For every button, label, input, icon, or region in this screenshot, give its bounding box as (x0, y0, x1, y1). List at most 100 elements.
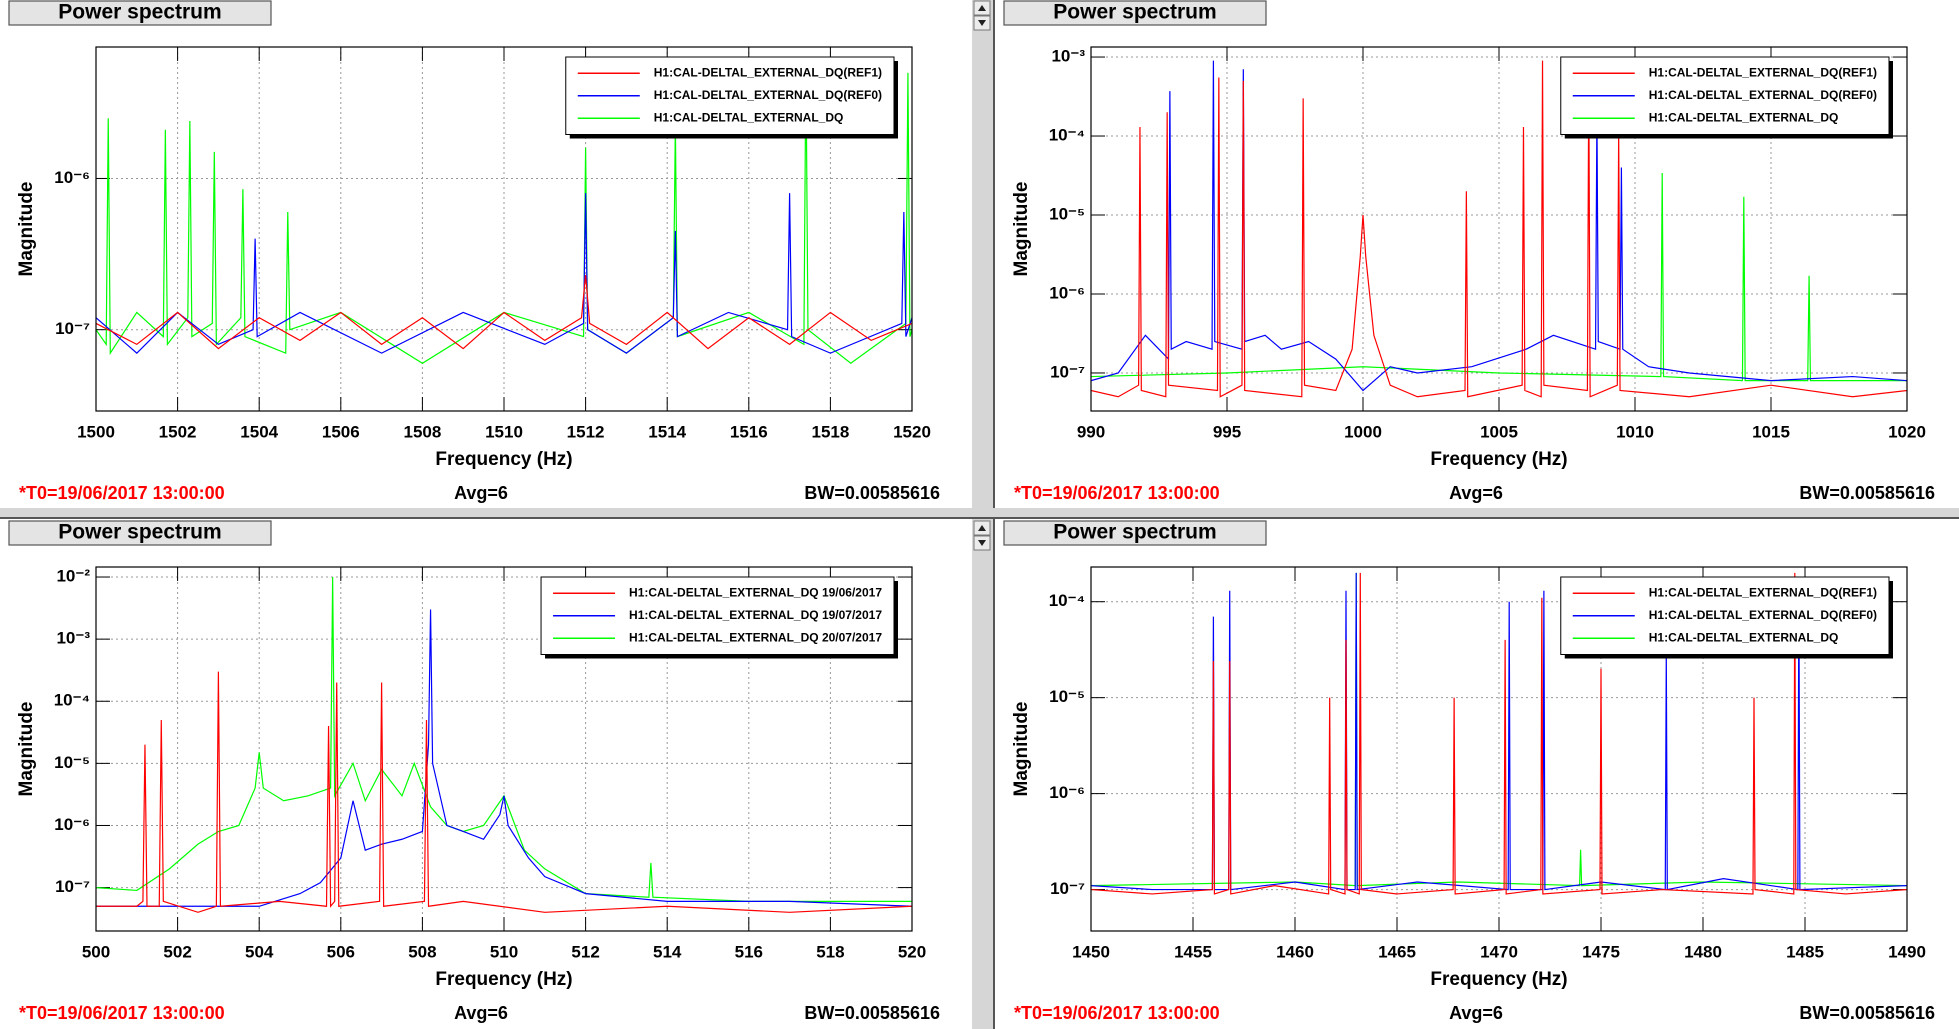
plot-frame (95, 46, 913, 412)
legend: H1:CAL-DELTAL_EXTERNAL_DQ(REF1) H1:CAL-DE… (565, 56, 898, 139)
x-tick-label: 1475 (1582, 942, 1620, 961)
y-tick-label: 10⁻⁶ (54, 168, 90, 187)
x-tick-label: 514 (653, 942, 682, 961)
series-line (96, 577, 912, 902)
series-line (96, 609, 912, 907)
x-tick-label: 1514 (648, 422, 686, 441)
legend-label: H1:CAL-DELTAL_EXTERNAL_DQ 20/07/2017 (629, 630, 882, 644)
chart-panel: Power spectrum 10⁻⁷ 10⁻⁶ 10⁻⁵ 10⁻⁴ 10⁻³ 10⁻² 50… (8, 520, 940, 1023)
y-tick-label: 10⁻⁵ (54, 753, 90, 772)
x-axis-title: Frequency (Hz) (1430, 969, 1567, 990)
legend-label: H1:CAL-DELTAL_EXTERNAL_DQ(REF0) (1649, 608, 1877, 622)
x-tick-label: 1470 (1480, 942, 1518, 961)
averages: Avg=6 (454, 1003, 508, 1023)
x-tick-label: 1500 (77, 422, 115, 441)
x-tick-label: 1516 (730, 422, 768, 441)
scroll-buttons[interactable] (973, 0, 991, 551)
y-tick-label: 10⁻⁷ (1050, 362, 1085, 381)
x-tick-label: 1005 (1480, 422, 1518, 441)
plot-frame (95, 566, 913, 932)
x-tick-label: 1010 (1616, 422, 1654, 441)
x-axis-title: Frequency (Hz) (435, 969, 572, 990)
x-tick-label: 1465 (1378, 942, 1416, 961)
bandwidth: BW=0.00585616 (1799, 483, 1935, 503)
x-tick-label: 510 (490, 942, 518, 961)
time-origin: *T0=19/06/2017 13:00:00 (1014, 1003, 1220, 1023)
legend-label: H1:CAL-DELTAL_EXTERNAL_DQ 19/07/2017 (629, 608, 882, 622)
x-tick-label: 1518 (811, 422, 849, 441)
x-tick-label: 1502 (159, 422, 197, 441)
y-tick-label: 10⁻⁶ (1049, 783, 1085, 802)
time-origin: *T0=19/06/2017 13:00:00 (19, 1003, 225, 1023)
x-tick-label: 512 (571, 942, 599, 961)
plot-frame (1090, 566, 1908, 932)
x-tick-label: 1504 (240, 422, 278, 441)
legend-label: H1:CAL-DELTAL_EXTERNAL_DQ(REF1) (1649, 65, 1877, 79)
legend-label: H1:CAL-DELTAL_EXTERNAL_DQ (654, 110, 844, 124)
y-axis-title: Magnitude (1011, 702, 1032, 797)
x-tick-label: 1455 (1174, 942, 1212, 961)
x-tick-label: 506 (327, 942, 355, 961)
panel-title: Power spectrum (1053, 521, 1216, 544)
series-line (96, 60, 912, 365)
y-tick-label: 10⁻⁷ (1050, 879, 1085, 898)
x-tick-label: 520 (898, 942, 926, 961)
tab[interactable] (1003, 520, 1267, 546)
chart-panel: Power spectrum 10⁻⁷ 10⁻⁶ 1500 1502 1504 1506 15… (8, 0, 940, 503)
y-tick-label: 10⁻⁴ (1049, 126, 1085, 145)
panel-title: Power spectrum (1053, 1, 1216, 24)
arrow (978, 540, 986, 546)
legend-label: H1:CAL-DELTAL_EXTERNAL_DQ(REF1) (654, 65, 882, 79)
x-tick-label: 1450 (1072, 942, 1110, 961)
averages: Avg=6 (454, 483, 508, 503)
tab[interactable] (8, 520, 272, 546)
y-tick-label: 10⁻⁵ (1049, 687, 1085, 706)
horizontal-divider (0, 508, 1959, 518)
tab[interactable] (1003, 0, 1267, 26)
x-tick-label: 1510 (485, 422, 523, 441)
x-axis-title: Frequency (Hz) (435, 449, 572, 470)
x-tick-label: 1000 (1344, 422, 1382, 441)
series-line (1091, 60, 1907, 398)
x-tick-label: 504 (245, 942, 274, 961)
legend: H1:CAL-DELTAL_EXTERNAL_DQ(REF1) H1:CAL-DE… (1560, 576, 1893, 659)
series-line (1091, 173, 1907, 382)
legend: H1:CAL-DELTAL_EXTERNAL_DQ(REF1) H1:CAL-DE… (1560, 56, 1893, 139)
bandwidth: BW=0.00585616 (804, 483, 940, 503)
x-tick-label: 1512 (567, 422, 605, 441)
averages: Avg=6 (1449, 483, 1503, 503)
y-tick-label: 10⁻⁶ (54, 815, 90, 834)
arrow (978, 20, 986, 26)
y-tick-label: 10⁻⁴ (54, 691, 90, 710)
series-line (1091, 60, 1907, 392)
x-tick-label: 502 (163, 942, 191, 961)
x-tick-label: 1460 (1276, 942, 1314, 961)
bandwidth: BW=0.00585616 (804, 1003, 940, 1023)
series-line (1091, 572, 1907, 895)
plot-frame (1090, 46, 1908, 412)
x-tick-label: 1015 (1752, 422, 1790, 441)
x-tick-label: 1508 (403, 422, 441, 441)
series-line (96, 274, 912, 350)
chart-panel: Power spectrum 10⁻⁷ 10⁻⁶ 10⁻⁵ 10⁻⁴ 1450 1455 14… (1003, 520, 1935, 1023)
y-tick-label: 10⁻³ (56, 629, 90, 648)
y-tick-label: 10⁻⁷ (55, 877, 90, 896)
series-line (96, 671, 912, 913)
x-tick-label: 1520 (893, 422, 931, 441)
x-tick-label: 518 (816, 942, 844, 961)
x-axis-title: Frequency (Hz) (1430, 449, 1567, 470)
legend: H1:CAL-DELTAL_EXTERNAL_DQ 19/06/2017 H1:C… (540, 576, 898, 659)
legend-label: H1:CAL-DELTAL_EXTERNAL_DQ(REF1) (1649, 585, 1877, 599)
y-tick-label: 10⁻⁶ (1049, 283, 1085, 302)
x-tick-label: 1506 (322, 422, 360, 441)
panel-title: Power spectrum (58, 1, 221, 24)
tab[interactable] (8, 0, 272, 26)
x-tick-label: 1480 (1684, 942, 1722, 961)
averages: Avg=6 (1449, 1003, 1503, 1023)
arrow (978, 5, 986, 11)
time-origin: *T0=19/06/2017 13:00:00 (1014, 483, 1220, 503)
x-tick-label: 1020 (1888, 422, 1926, 441)
y-axis-title: Magnitude (16, 702, 37, 797)
legend-label: H1:CAL-DELTAL_EXTERNAL_DQ(REF0) (1649, 88, 1877, 102)
